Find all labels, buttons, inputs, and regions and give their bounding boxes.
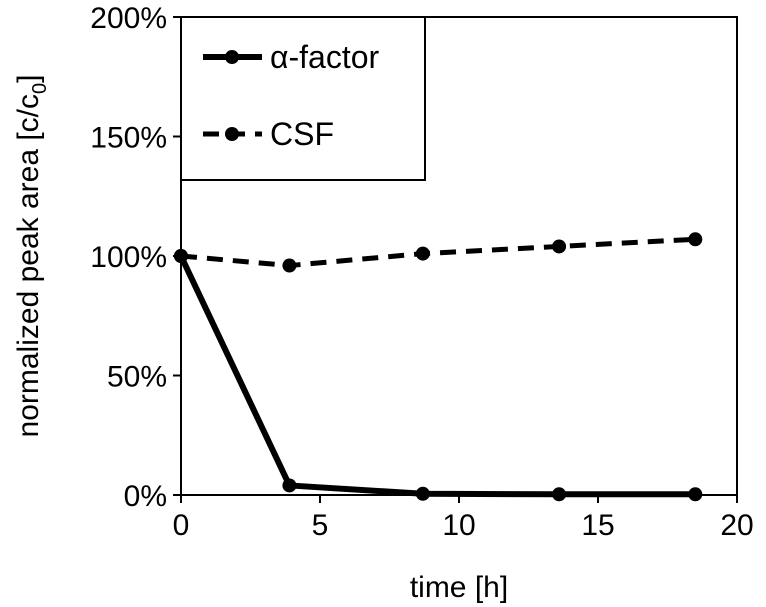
- x-axis-label: time [h]: [410, 571, 508, 604]
- data-point-alpha-factor: [282, 478, 297, 493]
- data-point-csf: [415, 246, 430, 261]
- y-tick-label: 150%: [90, 122, 167, 155]
- y-tick-label: 0%: [124, 480, 167, 513]
- y-axis-label-main: normalized peak area [c/c: [12, 94, 45, 438]
- x-tick-label: 20: [720, 509, 753, 542]
- x-tick-label: 0: [173, 509, 190, 542]
- x-tick-label: 15: [581, 509, 614, 542]
- legend-label-csf: CSF: [270, 116, 334, 152]
- y-axis-label-subscript: 0: [29, 83, 51, 94]
- data-point-csf: [688, 232, 703, 247]
- legend-marker-alpha-factor: [225, 50, 239, 64]
- plot-area-frame: [180, 16, 738, 496]
- y-tick-label: 50%: [107, 361, 167, 394]
- y-axis-label: normalized peak area [c/c0]: [12, 75, 51, 438]
- legend-entries: α-factor CSF: [203, 39, 380, 152]
- x-axis-ticks: 0 5 10 15 20: [173, 495, 754, 542]
- legend-box: [180, 16, 426, 181]
- y-axis-label-end: ]: [12, 75, 45, 83]
- legend-marker-csf: [225, 127, 239, 141]
- data-point-alpha-factor: [415, 486, 430, 501]
- data-point-csf: [282, 258, 297, 273]
- y-tick-label: 200%: [90, 2, 167, 35]
- legend: α-factor CSF: [180, 16, 426, 181]
- x-tick-label: 5: [312, 509, 329, 542]
- legend-label-alpha-factor: α-factor: [270, 39, 380, 75]
- x-tick-label: 10: [442, 509, 475, 542]
- y-tick-label: 100%: [90, 241, 167, 274]
- data-point-csf: [552, 239, 567, 254]
- y-axis-ticks: 0% 50% 100% 150% 200%: [90, 2, 181, 513]
